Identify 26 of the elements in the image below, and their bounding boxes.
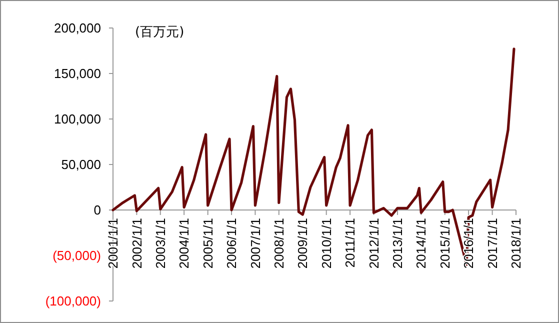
x-tick-label: 2006/1/1 bbox=[224, 218, 240, 269]
y-tick-label: (100,000) bbox=[45, 294, 101, 309]
x-tick-label: 2014/1/1 bbox=[414, 218, 429, 269]
x-tick-label: 2013/1/1 bbox=[390, 218, 406, 269]
x-tick-label: 2009/1/1 bbox=[295, 218, 310, 269]
y-tick-label: 200,000 bbox=[54, 20, 101, 36]
annotation: (百万元) bbox=[135, 25, 184, 40]
x-tick-label: 2012/1/1 bbox=[366, 218, 382, 269]
x-tick-label: 2002/1/1 bbox=[129, 218, 144, 269]
x-tick-label: 2003/1/1 bbox=[152, 218, 168, 269]
y-tick-label: (50,000) bbox=[52, 248, 101, 264]
y-tick-label: 100,000 bbox=[54, 112, 101, 127]
x-tick-label: 2008/1/1 bbox=[271, 218, 286, 269]
y-tick-label: 150,000 bbox=[54, 66, 101, 82]
x-tick-label: 2010/1/1 bbox=[318, 218, 334, 269]
x-tick-label: 2018/1/1 bbox=[508, 218, 524, 269]
y-tick-label: 0 bbox=[94, 202, 101, 218]
x-tick-label: 2015/1/1 bbox=[437, 218, 452, 269]
x-tick-label: 2011/1/1 bbox=[342, 218, 358, 268]
y-tick-label: 50,000 bbox=[61, 157, 101, 172]
x-tick-label: 2017/1/1 bbox=[484, 218, 500, 269]
x-tick-label: 2007/1/1 bbox=[248, 218, 263, 269]
x-tick-label: 2005/1/1 bbox=[200, 218, 216, 269]
x-tick-label: 2004/1/1 bbox=[176, 218, 192, 269]
x-tick-label: 2001/1/1 bbox=[106, 218, 121, 269]
x-tick-label: 2016/1/1 bbox=[461, 218, 476, 269]
